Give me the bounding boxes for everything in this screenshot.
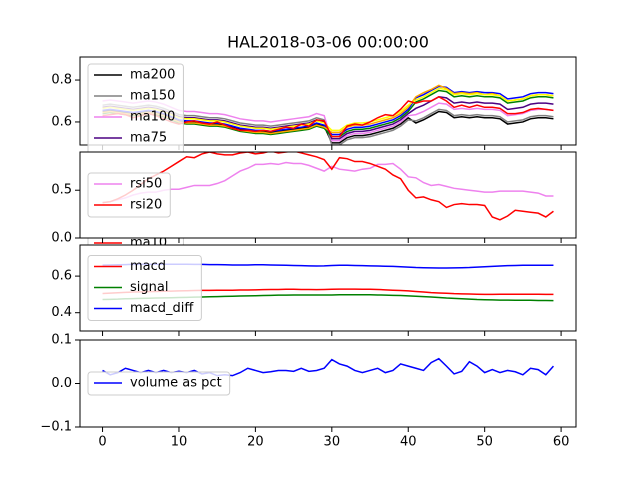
legend-label: volume as pct	[130, 376, 222, 391]
series-line	[102, 152, 554, 221]
x-tick-label: 30	[324, 435, 341, 450]
legend-label: ma75	[130, 131, 167, 146]
axes-frame	[79, 244, 577, 332]
legend: macd signal macd_diff	[87, 255, 202, 321]
legend-label: ma150	[130, 89, 175, 104]
axes-frame	[79, 151, 577, 239]
x-tick-label: 10	[171, 435, 188, 450]
panel: 0.4 0.6 macd signal macd_diff	[51, 244, 577, 336]
series-line	[102, 161, 554, 204]
legend: rsi50 rsi20	[87, 172, 171, 218]
x-tick-label: 50	[476, 435, 493, 450]
y-tick-label: 0.0	[51, 376, 72, 391]
x-tick-label: 20	[247, 435, 264, 450]
legend-label: rsi50	[130, 177, 162, 192]
y-tick-label: 0.4	[51, 305, 72, 320]
x-tick-label: 0	[98, 435, 106, 450]
y-tick-label: 0.6	[51, 114, 72, 129]
y-tick-label: −0.1	[40, 420, 72, 435]
y-tick-label: 0.8	[51, 73, 72, 88]
legend: volume as pct	[87, 371, 231, 396]
lines	[102, 152, 554, 221]
y-tick-label: 0.1	[51, 333, 72, 348]
legend-label: macd	[130, 259, 166, 274]
legend-box	[87, 255, 202, 321]
legend-box	[87, 371, 231, 396]
panel: −0.1 0.0 0.1 0 10 20 30 40 50 60 volume as pct	[40, 333, 577, 450]
legend-label: rsi20	[130, 198, 162, 213]
panel: 0.0 0.5 rsi50 rsi20	[51, 151, 577, 246]
legend-label: ma200	[130, 68, 175, 83]
legend-label: macd_diff	[130, 301, 194, 316]
chart-title: HAL2018-03-06 00:00:00	[227, 33, 429, 52]
x-tick-label: 40	[400, 435, 417, 450]
legend-label: ma100	[130, 110, 175, 125]
axes-frame	[79, 56, 577, 146]
y-tick-label: 0.5	[51, 183, 72, 198]
y-tick-label: 0.6	[51, 269, 72, 284]
x-tick-label: 60	[553, 435, 570, 450]
legend-label: signal	[130, 280, 168, 295]
y-tick-label: 0.0	[51, 231, 72, 246]
